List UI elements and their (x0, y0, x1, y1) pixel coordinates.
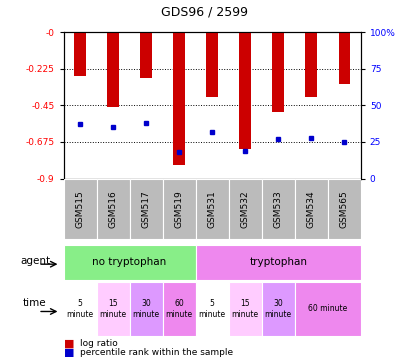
Text: GDS96 / 2599: GDS96 / 2599 (161, 6, 248, 19)
Text: tryptophan: tryptophan (249, 257, 306, 267)
Bar (195, 178, 228, 239)
Bar (327, 178, 360, 239)
Bar (195, 245, 360, 280)
Text: GSM534: GSM534 (306, 190, 315, 228)
Text: GSM519: GSM519 (174, 190, 183, 228)
Text: GSM533: GSM533 (273, 190, 282, 228)
Bar (195, 282, 228, 336)
Text: GSM531: GSM531 (207, 190, 216, 228)
Text: 30
minute: 30 minute (264, 299, 291, 318)
Bar (74, 32, 85, 76)
Text: agent: agent (20, 256, 50, 266)
Bar (261, 178, 294, 239)
Text: time: time (23, 298, 47, 308)
Bar (140, 32, 151, 78)
Bar (305, 32, 316, 97)
Bar (107, 32, 119, 107)
Text: GSM532: GSM532 (240, 190, 249, 228)
Text: GSM516: GSM516 (108, 190, 117, 228)
Text: GSM517: GSM517 (141, 190, 150, 228)
Bar (129, 282, 162, 336)
Text: 15
minute: 15 minute (99, 299, 126, 318)
Bar (63, 245, 195, 280)
Bar (97, 282, 129, 336)
Text: 60 minute: 60 minute (308, 304, 346, 313)
Text: 5
minute: 5 minute (66, 299, 93, 318)
Bar (206, 32, 218, 97)
Bar (228, 282, 261, 336)
Text: 15
minute: 15 minute (231, 299, 258, 318)
Bar (338, 32, 349, 84)
Bar (261, 282, 294, 336)
Bar (162, 282, 195, 336)
Bar (239, 32, 250, 149)
Text: log ratio: log ratio (80, 339, 117, 348)
Bar (294, 178, 327, 239)
Bar (63, 282, 97, 336)
Bar (228, 178, 261, 239)
Text: ■: ■ (63, 347, 74, 357)
Text: no tryptophan: no tryptophan (92, 257, 166, 267)
Bar (63, 178, 97, 239)
Bar (294, 282, 360, 336)
Text: GSM565: GSM565 (339, 190, 348, 228)
Text: 30
minute: 30 minute (132, 299, 159, 318)
Text: percentile rank within the sample: percentile rank within the sample (80, 348, 232, 357)
Bar (129, 178, 162, 239)
Text: 60
minute: 60 minute (165, 299, 192, 318)
Bar (272, 32, 283, 112)
Text: GSM515: GSM515 (75, 190, 84, 228)
Text: 5
minute: 5 minute (198, 299, 225, 318)
Bar (173, 32, 184, 166)
Bar (162, 178, 195, 239)
Text: ■: ■ (63, 338, 74, 348)
Bar (97, 178, 129, 239)
